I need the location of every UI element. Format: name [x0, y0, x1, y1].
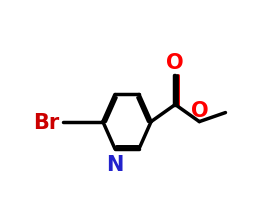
Text: O: O [166, 52, 184, 72]
Text: Br: Br [33, 112, 59, 132]
Text: O: O [190, 100, 208, 120]
Text: N: N [106, 155, 124, 175]
